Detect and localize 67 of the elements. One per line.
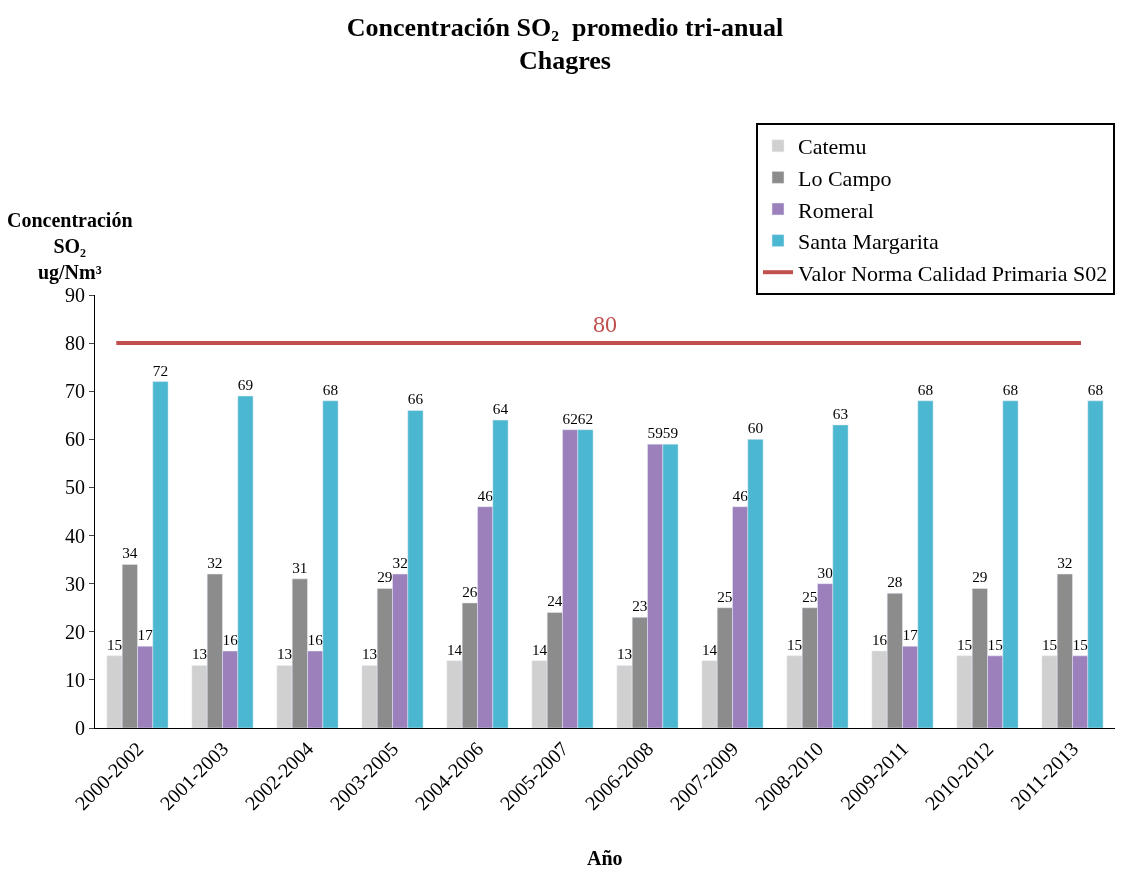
data-label: 26 <box>462 582 478 600</box>
y-axis-title: Concentración SO₂ ug/Nm³ <box>7 209 133 284</box>
data-label: 15 <box>987 635 1004 653</box>
data-label: 13 <box>276 645 293 663</box>
data-label: 24 <box>547 592 563 610</box>
data-label: 25 <box>802 587 818 605</box>
data-label: 13 <box>361 645 378 663</box>
data-label: 29 <box>972 568 988 586</box>
data-label: 16 <box>222 630 239 648</box>
y-tick-label: 60 <box>65 428 85 451</box>
legend-label: Lo Campo <box>798 165 892 191</box>
data-label: 13 <box>616 645 633 663</box>
y-tick-label: 70 <box>65 380 85 403</box>
data-label: 15 <box>1041 635 1058 653</box>
chart-title: Concentración SO₂ promedio tri-anual Chagres <box>346 12 784 76</box>
data-label: 68 <box>322 380 339 398</box>
data-label: 28 <box>887 573 903 591</box>
data-label: 14 <box>701 640 718 658</box>
data-label: 66 <box>407 390 424 408</box>
y-tick-label: 20 <box>65 620 85 643</box>
data-label: 23 <box>632 597 648 615</box>
y-tick-label: 40 <box>65 524 85 547</box>
data-label: 64 <box>492 400 509 418</box>
data-label: 72 <box>152 361 169 379</box>
data-label: 31 <box>292 558 308 576</box>
x-axis-title: Año <box>587 847 623 869</box>
data-label: 17 <box>902 626 919 644</box>
data-label: 34 <box>122 544 138 562</box>
y-tick-label: 0 <box>75 717 85 739</box>
y-tick-label: 80 <box>65 332 85 355</box>
data-label: 16 <box>307 630 324 648</box>
data-label: 62 <box>577 409 594 427</box>
data-label: 69 <box>237 375 254 393</box>
legend-label: Santa Margarita <box>798 229 939 255</box>
annotation: 80 <box>593 311 617 337</box>
data-label: 13 <box>191 645 208 663</box>
data-label: 46 <box>477 486 494 504</box>
data-label: 59 <box>647 424 664 442</box>
legend-label: Romeral <box>798 197 874 223</box>
data-label: 68 <box>1002 380 1019 398</box>
data-label: 32 <box>1057 553 1073 571</box>
data-label: 14 <box>446 640 463 658</box>
y-tick-label: 30 <box>65 572 85 595</box>
data-label: 14 <box>531 640 548 658</box>
data-label: 15 <box>106 635 123 653</box>
data-label: 25 <box>717 587 733 605</box>
legend-label: Valor Norma Calidad Primaria S02 <box>798 260 1108 286</box>
data-label: 15 <box>786 635 803 653</box>
data-label: 63 <box>832 404 849 422</box>
data-label: 15 <box>1072 635 1089 653</box>
data-label: 16 <box>871 630 888 648</box>
data-label: 60 <box>747 419 764 437</box>
data-label: 68 <box>917 380 934 398</box>
data-label: 62 <box>562 409 578 427</box>
data-label: 29 <box>377 568 393 586</box>
data-label: 59 <box>662 424 679 442</box>
data-label: 30 <box>817 563 834 581</box>
data-label: 15 <box>956 635 973 653</box>
y-tick-label: 10 <box>65 668 85 691</box>
data-label: 46 <box>732 486 749 504</box>
y-tick-label: 50 <box>65 476 85 499</box>
legend-label: Catemu <box>798 134 867 160</box>
data-label: 68 <box>1087 380 1104 398</box>
data-label: 32 <box>392 553 408 571</box>
y-tick-label: 90 <box>65 284 85 306</box>
data-label: 17 <box>137 626 154 644</box>
data-label: 32 <box>207 553 223 571</box>
